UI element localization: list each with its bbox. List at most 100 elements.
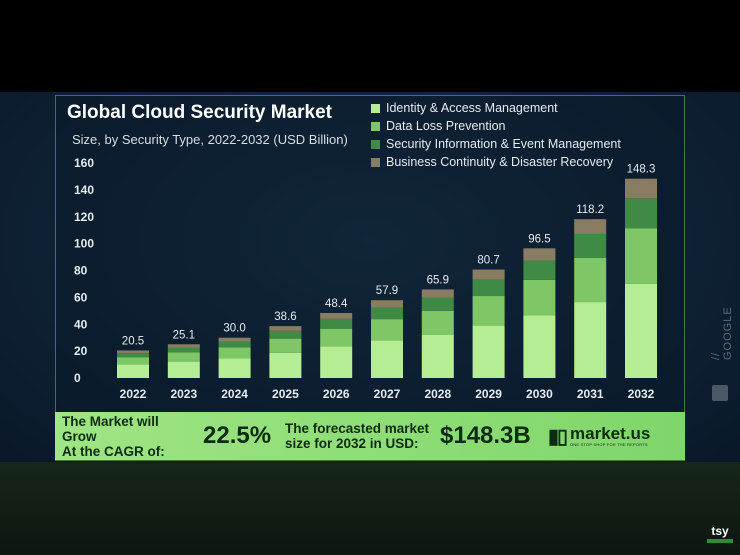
bar-segment xyxy=(371,307,403,320)
x-tick-label: 2022 xyxy=(120,387,147,401)
bar-segment xyxy=(625,198,657,229)
x-tick-label: 2028 xyxy=(424,387,451,401)
legend-label: Security Information & Event Management xyxy=(386,137,621,151)
cagr-label-line2: At the CAGR of: xyxy=(62,443,165,459)
x-tick-label: 2027 xyxy=(374,387,401,401)
bar-segment xyxy=(421,335,454,378)
bar-segment xyxy=(269,338,302,353)
x-tick-label: 2023 xyxy=(170,387,197,401)
bar-segment xyxy=(421,289,454,298)
bar-segment xyxy=(523,260,556,280)
legend-swatch xyxy=(371,139,380,149)
legend-label: Identity & Access Management xyxy=(386,101,558,115)
bar-total-label: 57.9 xyxy=(376,285,398,297)
forecast-label: The forecasted market size for 2032 in U… xyxy=(285,421,440,451)
bar-segment xyxy=(117,357,149,365)
top-letterbox xyxy=(0,0,740,92)
cagr-label: The Market will Grow At the CAGR of: xyxy=(62,414,197,459)
legend-swatch xyxy=(371,157,380,167)
bar-total-label: 80.7 xyxy=(477,255,499,267)
bar-segment xyxy=(371,300,403,308)
bar-segment xyxy=(574,233,607,258)
bar-segment xyxy=(421,310,454,335)
legend-label: Data Loss Prevention xyxy=(386,119,506,133)
bar-segment xyxy=(117,350,149,354)
legend-item-identity: Identity & Access Management xyxy=(371,99,621,117)
legend-item-data-loss: Data Loss Prevention xyxy=(371,117,621,135)
chart-subtitle: Size, by Security Type, 2022-2032 (USD B… xyxy=(72,132,348,147)
bottom-letterbox xyxy=(0,462,740,555)
bar-segment xyxy=(320,328,353,347)
cagr-label-line1: The Market will Grow xyxy=(62,413,159,444)
bar-total-label: 30.0 xyxy=(223,323,245,335)
bar-segment xyxy=(117,353,149,358)
bar-total-label: 65.9 xyxy=(427,274,449,286)
market-us-logo-icon: ▮▯ xyxy=(548,425,568,448)
footer-banner: The Market will Grow At the CAGR of: 22.… xyxy=(55,412,685,460)
bar-total-label: 48.4 xyxy=(325,298,348,310)
bar-segment xyxy=(218,337,251,342)
chart-legend: Identity & Access Management Data Loss P… xyxy=(371,99,621,171)
bar-segment xyxy=(218,347,251,359)
bar-chart: 0 20 40 60 80 100 120 140 160 20.5 2022 25.1 2023 30.… xyxy=(74,156,657,401)
logo-tagline: ONE STOP SHOP FOR THE REPORTS xyxy=(570,442,648,447)
video-control-icon[interactable] xyxy=(712,385,728,401)
bar-total-label: 25.1 xyxy=(173,329,195,341)
legend-label: Business Continuity & Disaster Recovery xyxy=(386,155,614,169)
side-watermark: // GOOGLE xyxy=(710,306,734,360)
bar-segment xyxy=(574,302,607,378)
bar-total-label: 118.2 xyxy=(576,204,604,216)
bar-total-label: 148.3 xyxy=(627,164,656,176)
bar-segment xyxy=(269,326,302,331)
bar-segment xyxy=(167,352,200,362)
channel-logo-bar xyxy=(707,539,733,543)
bar-segment xyxy=(625,283,657,378)
y-tick-label: 0 xyxy=(74,371,81,385)
x-tick-label: 2030 xyxy=(526,387,553,401)
bar-segment xyxy=(269,352,302,378)
bar-segment xyxy=(523,279,556,316)
bar-segment xyxy=(371,319,403,341)
logo-name: market.us xyxy=(570,424,651,443)
y-tick-label: 40 xyxy=(74,317,88,331)
bar-segment xyxy=(167,344,200,348)
y-tick-label: 100 xyxy=(74,237,94,251)
bar-segment xyxy=(625,178,657,199)
bar-total-label: 38.6 xyxy=(274,311,296,323)
bar-total-label: 20.5 xyxy=(122,335,144,347)
x-tick-label: 2025 xyxy=(272,387,299,401)
bar-segment xyxy=(472,269,505,280)
bar-segment xyxy=(472,296,505,326)
y-tick-label: 80 xyxy=(74,264,88,278)
y-tick-label: 140 xyxy=(74,183,94,197)
bar-segment xyxy=(320,318,353,329)
bar-segment xyxy=(472,325,505,378)
cagr-value: 22.5% xyxy=(203,422,272,449)
bar-segment xyxy=(523,248,556,261)
bar-segment xyxy=(371,340,403,378)
bar-segment xyxy=(269,330,302,339)
x-tick-label: 2031 xyxy=(577,387,604,401)
legend-item-siem: Security Information & Event Management xyxy=(371,135,621,153)
chart-title: Global Cloud Security Market xyxy=(67,102,332,123)
bar-segment xyxy=(320,312,353,319)
bar-segment xyxy=(167,361,200,378)
y-tick-label: 160 xyxy=(74,156,94,170)
bar-segment xyxy=(218,341,251,348)
x-tick-label: 2029 xyxy=(475,387,502,401)
y-tick-label: 20 xyxy=(74,344,88,358)
bar-segment xyxy=(574,219,607,234)
bar-segment xyxy=(167,347,200,353)
bar-segment xyxy=(320,346,353,378)
bar-segment xyxy=(523,315,556,378)
bar-total-label: 96.5 xyxy=(528,233,550,245)
bar-segment xyxy=(117,364,149,378)
bar-segment xyxy=(421,297,454,311)
bar-segment xyxy=(574,257,607,303)
x-tick-label: 2024 xyxy=(221,387,248,401)
y-tick-label: 60 xyxy=(74,290,88,304)
x-tick-label: 2032 xyxy=(628,387,655,401)
legend-swatch xyxy=(371,103,380,113)
y-tick-label: 120 xyxy=(74,210,94,224)
channel-logo: tsy xyxy=(707,524,733,543)
